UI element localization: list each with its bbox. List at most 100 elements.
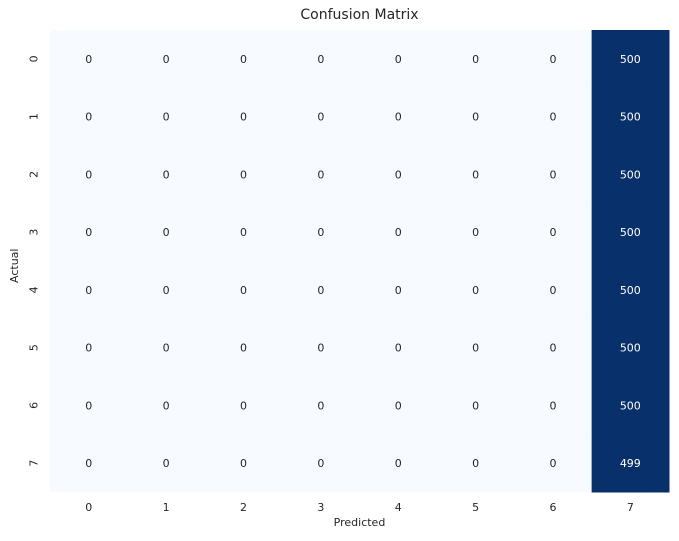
heatmap-cell-r2-c3: [282, 145, 360, 204]
heatmap-cell-r5-c1: [127, 318, 206, 377]
heatmap-cell-r5-c0: [50, 318, 128, 377]
cell-value-label-r7-c0: 0: [85, 457, 92, 470]
cell-value-label-r7-c5: 0: [472, 457, 479, 470]
cell-value-label-r4-c0: 0: [85, 284, 92, 297]
heatmap-cell-r3-c2: [204, 203, 283, 262]
x-tick-label-2: 2: [240, 501, 247, 514]
x-tick-label-5: 5: [472, 501, 479, 514]
heatmap-cell-r0-c2: [204, 30, 283, 89]
cell-value-label-r5-c6: 0: [549, 342, 556, 355]
heatmap-cell-r6-c4: [359, 376, 438, 435]
cell-value-label-r2-c7: 500: [620, 168, 641, 181]
cell-value-label-r1-c4: 0: [395, 111, 402, 124]
x-tick-label-4: 4: [395, 501, 402, 514]
heatmap-cell-r6-c2: [204, 376, 283, 435]
cell-value-label-r6-c6: 0: [549, 399, 556, 412]
heatmap-cell-r2-c5: [436, 145, 515, 204]
cell-value-label-r0-c6: 0: [549, 53, 556, 66]
heatmap-cell-r6-c7: [591, 376, 670, 435]
heatmap-cell-r6-c1: [127, 376, 206, 435]
cell-value-label-r6-c1: 0: [163, 399, 170, 412]
cell-value-label-r2-c5: 0: [472, 168, 479, 181]
cell-value-label-r2-c3: 0: [317, 168, 324, 181]
cell-value-label-r1-c3: 0: [317, 111, 324, 124]
x-tick-label-7: 7: [627, 501, 634, 514]
heatmap-cell-r7-c1: [127, 434, 206, 493]
heatmap-cell-r7-c3: [282, 434, 360, 493]
cell-value-label-r6-c3: 0: [317, 399, 324, 412]
cell-value-label-r0-c5: 0: [472, 53, 479, 66]
y-tick-label-5: 5: [28, 344, 41, 351]
cell-value-label-r2-c4: 0: [395, 168, 402, 181]
heatmap-cell-r6-c3: [282, 376, 360, 435]
cell-value-label-r6-c5: 0: [472, 399, 479, 412]
cell-value-label-r1-c6: 0: [549, 111, 556, 124]
heatmap-cell-r0-c7: [591, 30, 670, 89]
cell-value-label-r4-c4: 0: [395, 284, 402, 297]
heatmap-cell-r4-c2: [204, 261, 283, 320]
cell-value-label-r6-c0: 0: [85, 399, 92, 412]
heatmap-cell-r0-c3: [282, 30, 360, 89]
heatmap-cell-r7-c0: [50, 434, 128, 493]
heatmap-cell-r3-c7: [591, 203, 670, 262]
heatmap-cell-r2-c7: [591, 145, 670, 204]
heatmap-cell-r5-c3: [282, 318, 360, 377]
cell-value-label-r5-c7: 500: [620, 342, 641, 355]
heatmap-cell-r1-c1: [127, 87, 206, 146]
heatmap-cell-r4-c5: [436, 261, 515, 320]
cell-value-label-r3-c3: 0: [317, 226, 324, 239]
cell-value-label-r1-c5: 0: [472, 111, 479, 124]
cell-value-label-r0-c0: 0: [85, 53, 92, 66]
heatmap-cell-r2-c6: [514, 145, 593, 204]
cell-value-label-r0-c1: 0: [163, 53, 170, 66]
cell-value-label-r0-c4: 0: [395, 53, 402, 66]
cell-value-label-r1-c2: 0: [240, 111, 247, 124]
y-tick-label-7: 7: [28, 460, 41, 467]
cell-value-label-r5-c1: 0: [163, 342, 170, 355]
heatmap-cell-r1-c0: [50, 87, 128, 146]
chart-title: Confusion Matrix: [300, 7, 419, 23]
cell-value-label-r7-c2: 0: [240, 457, 247, 470]
cell-value-label-r5-c2: 0: [240, 342, 247, 355]
heatmap-cell-r3-c5: [436, 203, 515, 262]
x-tick-label-6: 6: [549, 501, 556, 514]
heatmap-cell-r5-c4: [359, 318, 438, 377]
cell-value-label-r2-c6: 0: [549, 168, 556, 181]
cell-value-label-r1-c0: 0: [85, 111, 92, 124]
y-tick-label-1: 1: [28, 113, 41, 120]
cell-value-label-r3-c6: 0: [549, 226, 556, 239]
cell-value-label-r7-c1: 0: [163, 457, 170, 470]
heatmap-cell-r3-c6: [514, 203, 593, 262]
cell-value-label-r4-c7: 500: [620, 284, 641, 297]
heatmap-cell-r7-c2: [204, 434, 283, 493]
x-tick-label-3: 3: [317, 501, 324, 514]
heatmap-cell-r3-c0: [50, 203, 128, 262]
y-tick-label-3: 3: [28, 229, 41, 236]
cell-value-label-r2-c0: 0: [85, 168, 92, 181]
y-tick-label-4: 4: [28, 286, 41, 293]
cell-value-label-r4-c3: 0: [317, 284, 324, 297]
cell-value-label-r3-c5: 0: [472, 226, 479, 239]
heatmap-cell-r4-c4: [359, 261, 438, 320]
cell-value-label-r1-c7: 500: [620, 111, 641, 124]
heatmap-cell-r4-c0: [50, 261, 128, 320]
x-tick-label-1: 1: [163, 501, 170, 514]
cell-value-label-r0-c2: 0: [240, 53, 247, 66]
heatmap-cell-r5-c5: [436, 318, 515, 377]
cell-value-label-r3-c1: 0: [163, 226, 170, 239]
heatmap-cell-r7-c6: [514, 434, 593, 493]
cell-value-label-r4-c1: 0: [163, 284, 170, 297]
cell-value-label-r5-c3: 0: [317, 342, 324, 355]
heatmap-cell-r2-c2: [204, 145, 283, 204]
heatmap-cell-r5-c2: [204, 318, 283, 377]
heatmap-cell-r4-c7: [591, 261, 670, 320]
heatmap-cell-r1-c4: [359, 87, 438, 146]
cell-value-label-r4-c6: 0: [549, 284, 556, 297]
cell-value-label-r7-c6: 0: [549, 457, 556, 470]
cell-value-label-r7-c7: 499: [620, 457, 641, 470]
cell-value-label-r0-c7: 500: [620, 53, 641, 66]
cell-value-label-r7-c4: 0: [395, 457, 402, 470]
cell-value-label-r5-c5: 0: [472, 342, 479, 355]
heatmap-cell-r3-c3: [282, 203, 360, 262]
